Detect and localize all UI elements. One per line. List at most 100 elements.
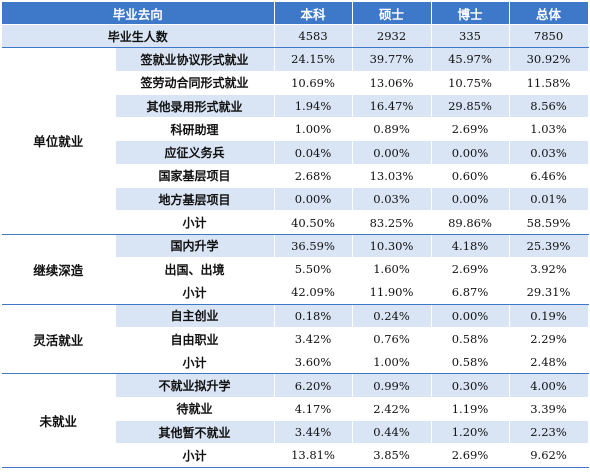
cell-total: 1.03% [509,117,589,142]
cell-bachelor: 42.09% [274,280,353,305]
cell-total: 29.31% [509,280,589,305]
cell-master: 39.77% [352,47,432,72]
cell-doctor: 6.87% [431,280,510,305]
cell-total: 11.58% [509,71,589,95]
cell-bachelor: 36.59% [274,234,353,258]
cell-total: 0.03% [509,140,589,165]
cell-bachelor: 40.50% [274,210,353,235]
cell-doctor: 0.30% [431,373,510,398]
row-label: 待就业 [115,397,275,422]
group-label: 灵活就业 [2,304,116,375]
row-label: 其他暂不就业 [115,420,275,445]
cell-master: 0.89% [352,117,432,142]
cell-doctor: 2.69% [431,117,510,142]
cell-total: 2.23% [509,420,589,445]
cell-doctor: 1.20% [431,420,510,445]
row-label: 小计 [115,350,275,375]
cell-master: 0.44% [352,420,432,445]
cell-total: 4.00% [509,373,589,398]
row-label: 小计 [115,280,275,305]
group-label: 未就业 [2,373,116,468]
cell-total: 3.39% [509,397,589,422]
table-row: 其他暂不就业 3.44% 0.44% 1.20% 2.23% [2,420,589,445]
cell-master: 10.30% [352,234,432,258]
cell-doctor: 29.85% [431,94,510,119]
row-label: 国家基层项目 [115,164,275,189]
header-master: 硕士 [352,2,432,25]
table-row: 签劳动合同形式就业 10.69% 13.06% 10.75% 11.58% [2,71,589,95]
row-label: 小计 [115,210,275,235]
cell-bachelor: 10.69% [274,71,353,95]
cell-master: 3.85% [352,443,432,468]
cell-total: 9.62% [509,443,589,468]
cell-bachelor: 0.18% [274,304,353,328]
graduates-label: 毕业生人数 [2,24,275,49]
cell-total: 2.48% [509,350,589,375]
graduates-doctor: 335 [431,24,510,49]
row-label: 签劳动合同形式就业 [115,71,275,95]
cell-total: 0.01% [509,187,589,212]
cell-bachelor: 5.50% [274,257,353,282]
cell-bachelor: 4.17% [274,397,353,422]
header-category: 毕业去向 [2,2,275,25]
cell-bachelor: 0.04% [274,140,353,165]
row-label: 地方基层项目 [115,187,275,212]
graduates-row: 毕业生人数 4583 2932 335 7850 [2,24,589,49]
cell-bachelor: 13.81% [274,443,353,468]
table-row: 国家基层项目 2.68% 13.03% 0.60% 6.46% [2,164,589,189]
header-total: 总体 [509,2,589,25]
cell-total: 0.19% [509,304,589,328]
cell-doctor: 2.69% [431,257,510,282]
row-label: 科研助理 [115,117,275,142]
table-row: 自由职业 3.42% 0.76% 0.58% 2.29% [2,327,589,352]
subtotal-row: 小计 40.50% 83.25% 89.86% 58.59% [2,210,589,235]
cell-master: 0.99% [352,373,432,398]
cell-bachelor: 24.15% [274,47,353,72]
cell-total: 30.92% [509,47,589,72]
graduates-master: 2932 [352,24,432,49]
cell-doctor: 45.97% [431,47,510,72]
cell-doctor: 4.18% [431,234,510,258]
cell-doctor: 0.58% [431,350,510,375]
subtotal-row: 小计 3.60% 1.00% 0.58% 2.48% [2,350,589,375]
row-label: 出国、出境 [115,257,275,282]
cell-bachelor: 1.94% [274,94,353,119]
cell-bachelor: 2.68% [274,164,353,189]
cell-doctor: 0.58% [431,327,510,352]
employment-destination-table: 毕业去向 本科 硕士 博士 总体 毕业生人数 4583 2932 335 785… [2,2,589,468]
table-row: 待就业 4.17% 2.42% 1.19% 3.39% [2,397,589,422]
table-row: 继续深造 国内升学 36.59% 10.30% 4.18% 25.39% [2,234,589,305]
cell-master: 83.25% [352,210,432,235]
cell-total: 58.59% [509,210,589,235]
row-label: 小计 [115,443,275,468]
cell-bachelor: 3.44% [274,420,353,445]
row-label: 其他录用形式就业 [115,94,275,119]
row-label: 不就业拟升学 [115,373,275,398]
cell-doctor: 0.00% [431,304,510,328]
cell-bachelor: 3.60% [274,350,353,375]
group-label: 继续深造 [2,234,116,305]
graduates-total: 7850 [509,24,589,49]
cell-bachelor: 3.42% [274,327,353,352]
cell-master: 0.24% [352,304,432,328]
cell-master: 2.42% [352,397,432,422]
row-label: 应征义务兵 [115,140,275,165]
cell-total: 25.39% [509,234,589,258]
cell-doctor: 0.60% [431,164,510,189]
cell-master: 1.60% [352,257,432,282]
cell-total: 3.92% [509,257,589,282]
cell-doctor: 0.00% [431,140,510,165]
cell-master: 0.03% [352,187,432,212]
cell-doctor: 0.00% [431,187,510,212]
row-label: 自由职业 [115,327,275,352]
employment-destination-table-container: 毕业去向 本科 硕士 博士 总体 毕业生人数 4583 2932 335 785… [2,2,589,468]
cell-total: 8.56% [509,94,589,119]
cell-doctor: 89.86% [431,210,510,235]
cell-bachelor: 0.00% [274,187,353,212]
table-row: 出国、出境 5.50% 1.60% 2.69% 3.92% [2,257,589,282]
graduates-bachelor: 4583 [274,24,353,49]
table-row: 未就业 不就业拟升学 6.20% 0.99% 0.30% 4.00% [2,373,589,468]
cell-master: 13.03% [352,164,432,189]
cell-total: 6.46% [509,164,589,189]
row-label: 签就业协议形式就业 [115,47,275,72]
